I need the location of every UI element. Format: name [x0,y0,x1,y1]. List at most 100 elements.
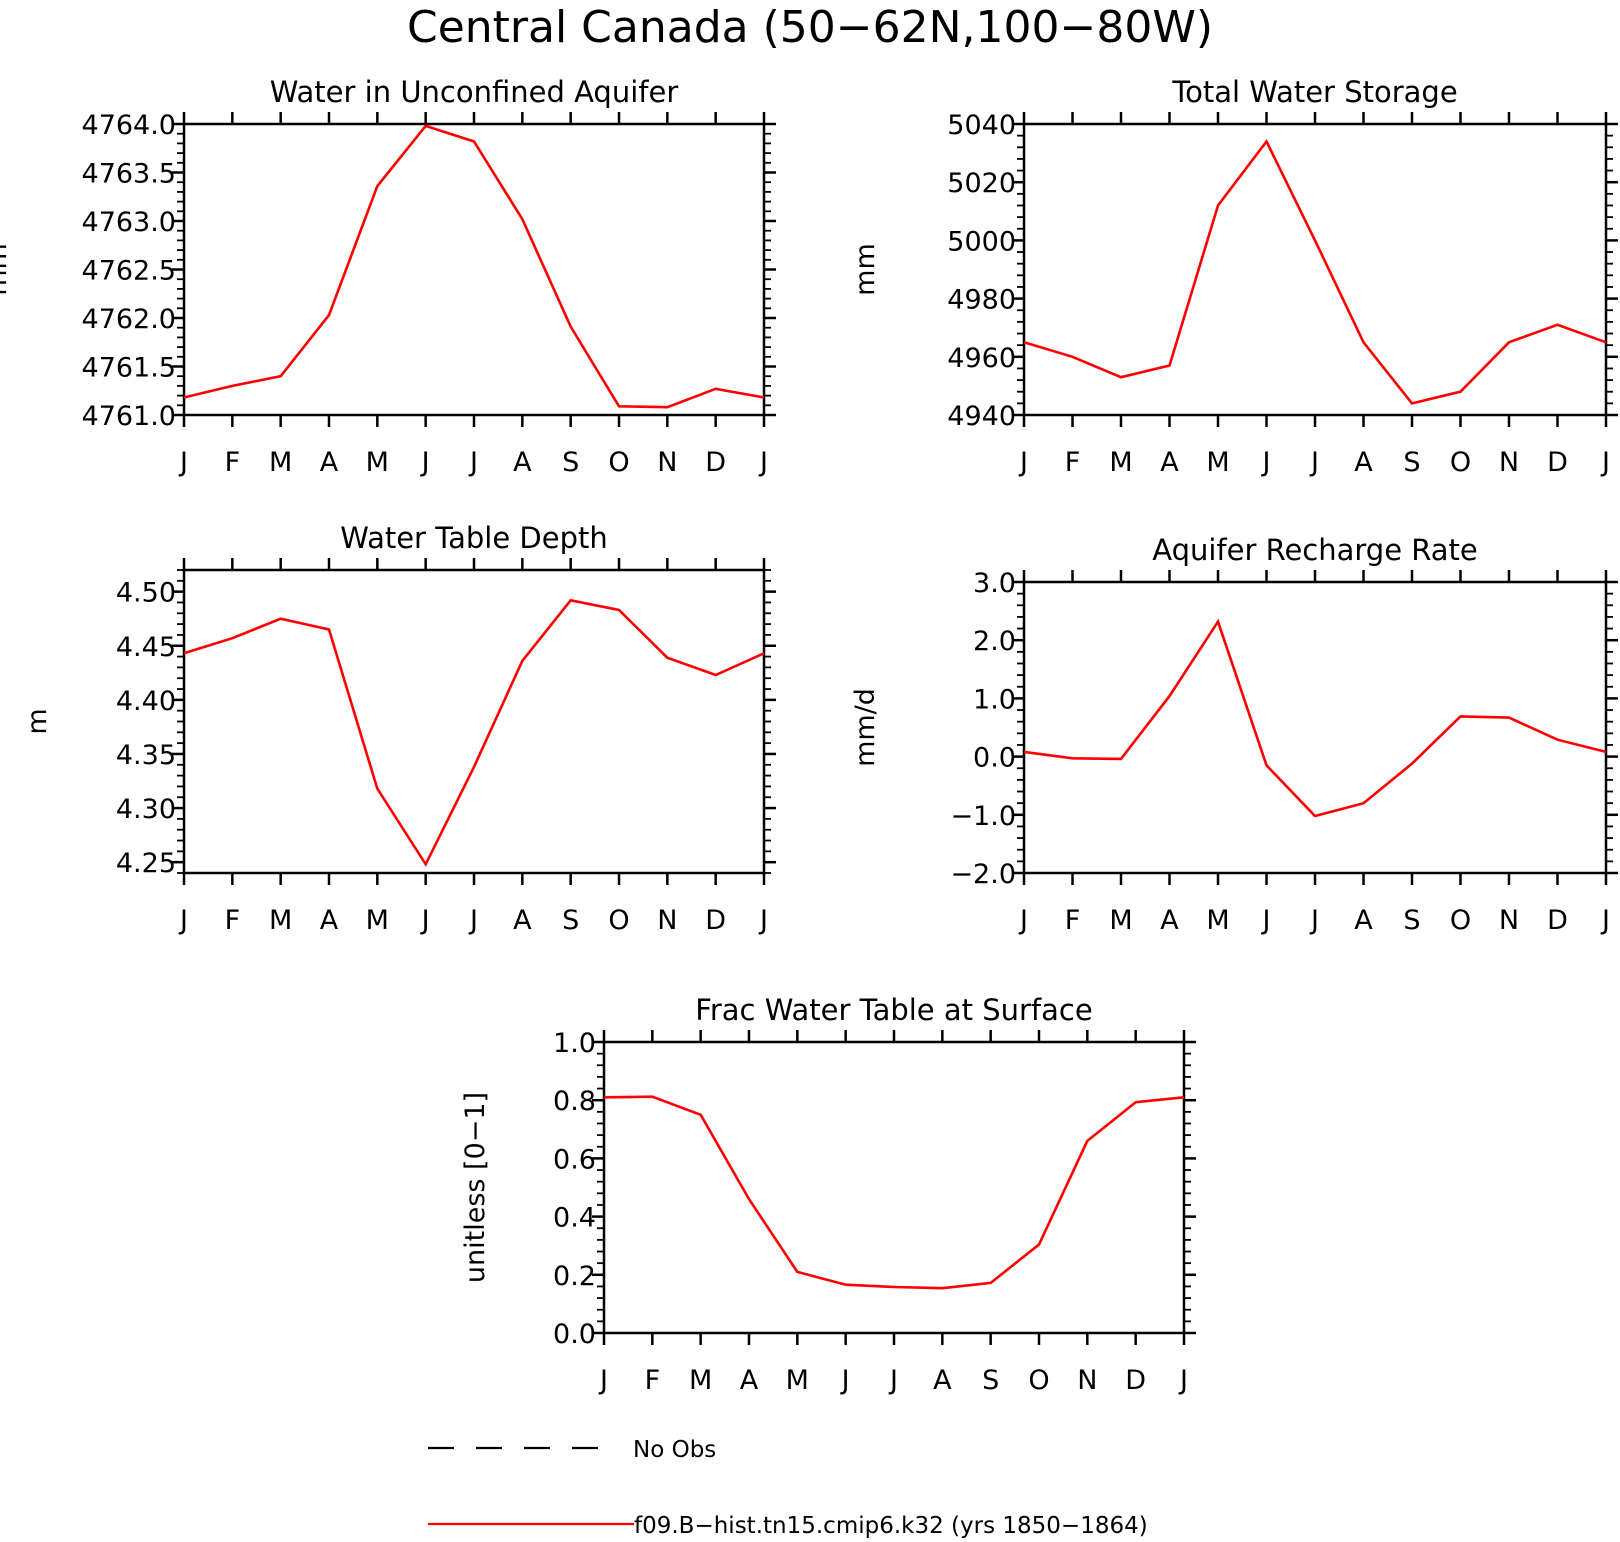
y-tick-label: 5020 [947,168,1016,199]
x-tick-label: O [608,447,629,478]
y-tick-label: 5000 [947,226,1016,257]
x-tick-label: J [420,905,430,936]
x-tick-label: S [1403,447,1420,478]
x-tick-label: J [1261,447,1271,478]
legend: No Obs f09.B−hist.tn15.cmip6.k32 (yrs 18… [428,1437,1148,1539]
figure-title: Central Canada (50−62N,100−80W) [407,2,1213,53]
x-tick-label: J [758,905,768,936]
x-tick-label: F [1065,447,1081,478]
x-tick-label: M [1206,447,1229,478]
plot-frame [1022,580,1608,875]
y-tick-label: 0.4 [553,1203,596,1234]
y-tick-label: 0.2 [553,1261,596,1292]
y-tick-label: −2.0 [950,859,1016,890]
y-tick-label: 4763.5 [82,159,176,190]
x-tick-label: A [513,447,532,478]
y-tick-label: 4764.0 [82,110,176,141]
plot-frame [1022,122,1608,417]
y-tick-label: 1.0 [553,1028,596,1059]
plot-frame [182,122,766,417]
x-tick-label: F [225,447,241,478]
y-axis-label: mm/d [850,688,881,767]
x-tick-label: M [786,1365,809,1396]
y-tick-label: 4.45 [116,632,176,663]
y-tick-label: 4763.0 [82,207,176,238]
plot-frame [182,568,766,875]
y-tick-label: 4960 [947,343,1016,374]
x-tick-label: O [608,905,629,936]
y-tick-label: 4762.0 [82,304,176,335]
series-line [603,1095,1185,1290]
series-line [183,598,765,867]
y-tick-label: 0.8 [553,1086,596,1117]
x-tick-label: M [269,905,292,936]
y-tick-label: 4.30 [116,794,176,825]
x-tick-label: J [1018,447,1028,478]
x-tick-label: D [705,905,726,936]
x-tick-label: O [1450,905,1471,936]
x-tick-label: N [1499,905,1519,936]
x-tick-label: M [1109,447,1132,478]
x-tick-label: J [1600,905,1610,936]
panel-title: Total Water Storage [1171,75,1457,109]
y-axis-label: m [22,708,53,734]
x-tick-label: J [1018,905,1028,936]
y-tick-label: 4761.0 [82,401,176,432]
x-tick-label: N [1077,1365,1097,1396]
y-tick-label: 4980 [947,285,1016,316]
x-tick-label: D [705,447,726,478]
y-axis-label: mm [0,243,13,296]
y-tick-label: −1.0 [950,801,1016,832]
y-tick-label: 4.50 [116,578,176,609]
x-tick-label: J [1600,447,1610,478]
x-tick-label: A [320,905,339,936]
panel-title: Water in Unconfined Aquifer [270,75,679,109]
x-tick-label: A [1354,905,1373,936]
x-tick-label: A [320,447,339,478]
x-tick-label: J [840,1365,850,1396]
x-tick-label: A [1160,447,1179,478]
x-tick-label: J [468,905,478,936]
x-tick-label: S [562,447,579,478]
x-tick-label: J [420,447,430,478]
y-tick-label: 4762.5 [82,256,176,287]
x-tick-label: S [982,1365,999,1396]
y-tick-label: 4761.5 [82,353,176,384]
x-tick-label: S [1403,905,1420,936]
x-tick-label: M [269,447,292,478]
x-tick-label: A [513,905,532,936]
x-tick-label: N [657,447,677,478]
x-tick-label: O [1028,1365,1049,1396]
series-line [183,124,765,409]
x-tick-label: F [1065,905,1081,936]
x-tick-label: J [1261,905,1271,936]
x-tick-label: J [468,447,478,478]
series-line [1023,618,1607,818]
panel-title: Aquifer Recharge Rate [1152,533,1478,567]
x-tick-label: S [562,905,579,936]
x-tick-label: J [178,447,188,478]
x-tick-label: A [1354,447,1373,478]
x-tick-label: F [645,1365,661,1396]
x-tick-label: A [1160,905,1179,936]
series-line [1023,139,1607,405]
x-tick-label: M [1109,905,1132,936]
plot-frame [602,1040,1186,1335]
x-tick-label: N [1499,447,1519,478]
x-tick-label: M [1206,905,1229,936]
panel-title: Water Table Depth [340,521,608,555]
x-tick-label: M [366,447,389,478]
y-axis-label: unitless [0−1] [460,1092,491,1283]
x-tick-label: F [225,905,241,936]
legend-model-label: f09.B−hist.tn15.cmip6.k32 (yrs 1850−1864… [634,1513,1148,1539]
y-tick-label: 0.0 [973,743,1016,774]
x-tick-label: M [689,1365,712,1396]
x-tick-label: N [657,905,677,936]
x-tick-label: J [598,1365,608,1396]
x-tick-label: A [933,1365,952,1396]
